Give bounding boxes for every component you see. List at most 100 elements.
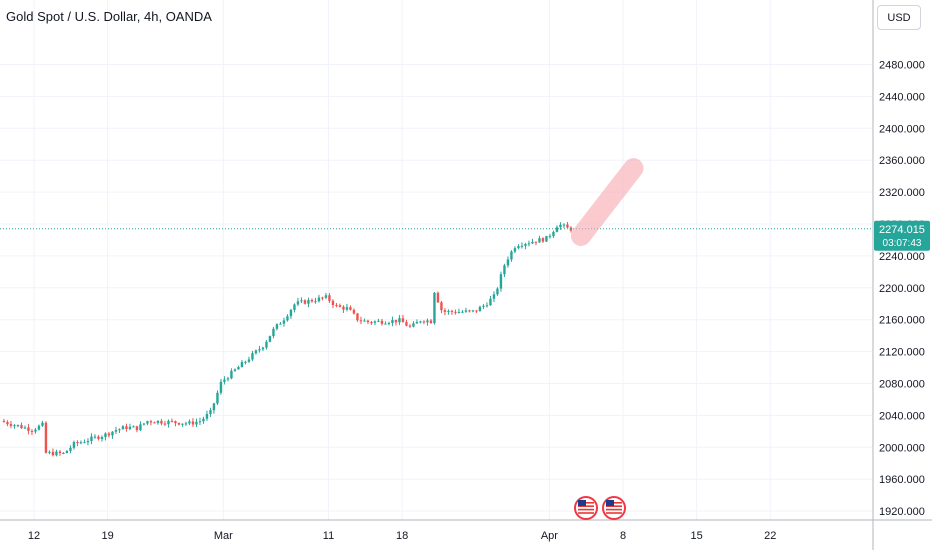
candle xyxy=(93,436,97,438)
candle xyxy=(471,310,475,312)
candle xyxy=(2,420,6,423)
candle xyxy=(387,323,391,325)
candle xyxy=(177,423,181,425)
candle xyxy=(408,325,412,327)
candle xyxy=(135,426,139,431)
candle xyxy=(342,306,345,310)
candle xyxy=(555,227,559,232)
candle xyxy=(335,305,338,307)
candle xyxy=(118,429,121,431)
candle xyxy=(485,305,489,307)
candle xyxy=(503,265,506,275)
candle xyxy=(156,420,160,424)
candle xyxy=(419,321,422,323)
candle xyxy=(433,292,436,324)
candle xyxy=(261,347,265,350)
candle xyxy=(524,243,527,246)
candle xyxy=(247,359,251,362)
candle xyxy=(527,243,531,245)
candle xyxy=(181,423,184,425)
candle xyxy=(107,433,111,436)
candle xyxy=(450,310,454,312)
candle xyxy=(48,451,51,453)
candle xyxy=(454,311,457,313)
candle xyxy=(566,224,569,228)
candle xyxy=(198,421,202,423)
candle xyxy=(104,433,107,438)
candle xyxy=(513,248,517,252)
x-tick-label: Apr xyxy=(541,530,558,542)
candle xyxy=(534,241,538,243)
candle xyxy=(538,238,541,243)
candle xyxy=(65,450,69,453)
candle xyxy=(62,452,65,454)
y-tick-label: 2440.000 xyxy=(879,91,925,103)
candle xyxy=(324,295,328,298)
candle xyxy=(244,361,247,363)
y-tick-label: 2320.000 xyxy=(879,187,925,199)
candle xyxy=(296,301,300,305)
candle xyxy=(6,422,9,425)
candle xyxy=(219,381,223,393)
candle xyxy=(475,310,478,312)
price-tag xyxy=(874,220,930,251)
candle xyxy=(510,251,513,260)
y-tick-label: 1960.000 xyxy=(879,474,925,486)
candle xyxy=(506,259,510,266)
candle xyxy=(153,422,156,424)
candle xyxy=(170,420,174,422)
candle xyxy=(289,309,293,317)
currency-button[interactable]: USD xyxy=(877,5,921,30)
us-flag-icon[interactable] xyxy=(574,496,598,520)
candle xyxy=(468,310,471,312)
candle xyxy=(464,310,468,312)
candle xyxy=(391,320,394,324)
candle xyxy=(160,420,163,424)
y-tick-label: 2400.000 xyxy=(879,123,925,135)
us-flag-icon[interactable] xyxy=(602,496,626,520)
candle xyxy=(370,322,373,324)
candle xyxy=(440,302,443,311)
candle xyxy=(457,311,461,313)
candle xyxy=(114,430,118,432)
candle xyxy=(286,316,289,321)
candle xyxy=(195,421,198,425)
y-tick-label: 1920.000 xyxy=(879,506,925,518)
candle xyxy=(436,292,440,303)
candle xyxy=(27,427,30,431)
candle xyxy=(268,336,272,342)
candle xyxy=(426,320,429,323)
candle xyxy=(279,323,282,325)
candle xyxy=(545,236,548,242)
candle xyxy=(559,224,562,228)
candle xyxy=(349,307,352,310)
candle xyxy=(499,274,503,289)
candle xyxy=(9,424,13,426)
candle xyxy=(90,436,93,442)
candle xyxy=(443,310,447,312)
candle xyxy=(300,300,303,302)
candle xyxy=(356,313,359,321)
candle xyxy=(359,320,363,322)
candle xyxy=(293,304,296,310)
candle xyxy=(282,320,286,324)
candle xyxy=(415,322,419,324)
candle xyxy=(258,349,261,351)
candle xyxy=(34,429,37,432)
x-tick-label: 8 xyxy=(620,530,626,542)
candle xyxy=(303,300,307,304)
chart-title: Gold Spot / U.S. Dollar, 4h, OANDA xyxy=(6,9,212,24)
candle xyxy=(328,295,331,301)
candle xyxy=(461,311,464,313)
projection-stroke xyxy=(570,158,644,246)
candle xyxy=(275,324,279,329)
candle xyxy=(226,378,230,380)
candle xyxy=(492,294,496,299)
candle xyxy=(237,367,240,370)
candle xyxy=(163,423,167,425)
y-tick-label: 2240.000 xyxy=(879,251,925,263)
x-tick-label: 12 xyxy=(28,530,40,542)
candle xyxy=(83,442,86,444)
candle xyxy=(37,425,41,430)
